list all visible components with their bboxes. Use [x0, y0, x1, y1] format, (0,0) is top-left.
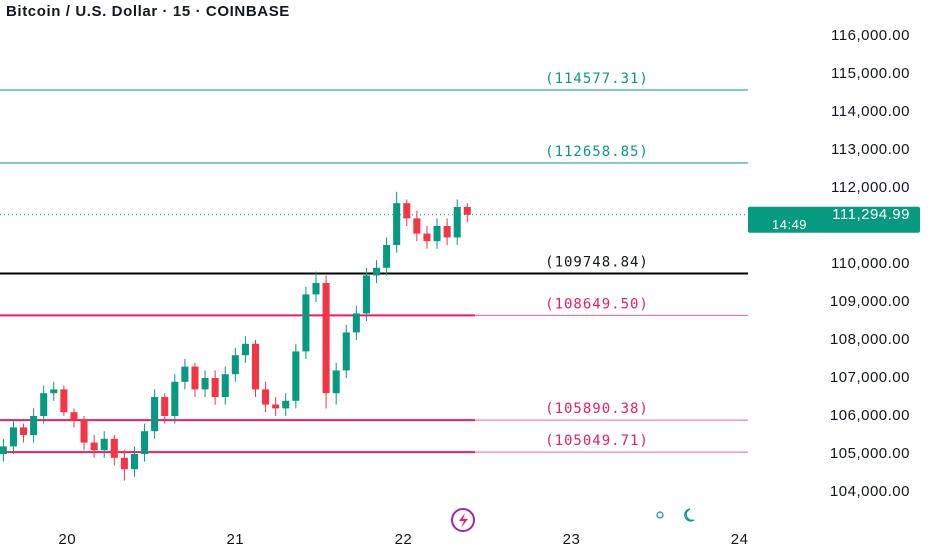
- candle-body: [70, 412, 78, 420]
- candle-body: [372, 267, 381, 276]
- logo-bolt: [459, 513, 468, 528]
- candle-body: [181, 366, 189, 382]
- x-tick-label: 22: [395, 531, 413, 548]
- x-tick-label: 21: [226, 531, 244, 548]
- level-label: (105049.71): [545, 433, 649, 449]
- y-tick-label: 110,000.00: [831, 255, 910, 272]
- candle-body: [130, 454, 139, 470]
- candle-body: [9, 427, 17, 447]
- y-tick-label: 107,000.00: [830, 369, 910, 386]
- logo-icon: [451, 508, 475, 532]
- candle-body: [251, 343, 260, 390]
- price-tag: [748, 206, 920, 233]
- current-price-label: 111,294.99: [832, 206, 910, 223]
- y-tick-label: 108,000.00: [830, 331, 910, 348]
- y-tick-label: 106,000.00: [830, 407, 910, 424]
- level-label: (109748.84): [545, 255, 649, 271]
- candle-body: [322, 283, 330, 394]
- y-tick-label: 104,000.00: [830, 483, 910, 500]
- level-label: (114577.31): [545, 71, 649, 87]
- level: (112658.85): [0, 144, 748, 164]
- candle-body: [231, 355, 239, 375]
- theme-icons: [451, 508, 695, 532]
- candle-body: [342, 332, 350, 371]
- candle-body: [352, 313, 360, 333]
- candle-body: [0, 446, 7, 454]
- candle-body: [141, 431, 149, 454]
- candle-body: [110, 438, 118, 458]
- candle-body: [423, 233, 431, 242]
- x-tick-label: 20: [58, 531, 76, 548]
- level: (105890.38): [0, 401, 748, 422]
- candle-body: [362, 275, 370, 314]
- moon-icon[interactable]: [684, 508, 695, 522]
- candle-body: [80, 419, 88, 443]
- level-label: (108649.50): [545, 296, 649, 312]
- candle-body: [20, 427, 28, 435]
- candle-body: [120, 457, 128, 470]
- level: (109748.84): [0, 255, 748, 275]
- y-tick-label: 115,000.00: [831, 65, 910, 82]
- candle-body: [332, 370, 340, 394]
- candle-body: [443, 226, 451, 238]
- sun-icon[interactable]: [656, 511, 664, 519]
- x-tick-label: 24: [731, 531, 749, 548]
- candle-body: [272, 404, 280, 409]
- candle-body: [413, 218, 421, 234]
- candle-body: [100, 438, 108, 451]
- candle-body: [161, 397, 169, 416]
- candle-body: [262, 389, 270, 405]
- y-tick-label: 116,000.00: [831, 27, 910, 44]
- countdown: 14:49: [772, 217, 807, 232]
- level-label: (105890.38): [545, 401, 649, 417]
- candle-body: [403, 203, 411, 219]
- candle-body: [60, 389, 68, 413]
- level-label: (112658.85): [545, 144, 649, 160]
- candle-body: [302, 294, 310, 352]
- candle-body: [383, 245, 391, 268]
- candle-body: [292, 351, 300, 401]
- candle-body: [151, 397, 159, 432]
- candle-body: [433, 226, 441, 242]
- y-tick-label: 112,000.00: [831, 179, 910, 196]
- candle-body: [282, 400, 290, 409]
- candle-body: [30, 416, 38, 435]
- candle-body: [191, 366, 199, 390]
- candle-body: [221, 374, 229, 397]
- level: (114577.31): [0, 71, 748, 91]
- y-tick-label: 113,000.00: [831, 141, 910, 158]
- chart-title: Bitcoin / U.S. Dollar · 15 · COINBASE: [6, 3, 290, 20]
- level: (105049.71): [0, 433, 748, 454]
- candle-body: [201, 378, 209, 390]
- x-tick-label: 23: [563, 531, 581, 548]
- y-tick-label: 109,000.00: [830, 293, 910, 310]
- candle-body: [453, 207, 461, 238]
- candle-body: [171, 381, 179, 416]
- candle-body: [463, 207, 471, 215]
- candle-body: [50, 389, 58, 394]
- y-tick-label: 114,000.00: [831, 103, 910, 120]
- level: (108649.50): [0, 296, 748, 317]
- y-tick-label: 105,000.00: [830, 445, 910, 462]
- candle-body: [393, 203, 401, 245]
- candle-body: [241, 343, 249, 356]
- candle-body: [40, 393, 48, 416]
- candle-body: [90, 442, 98, 451]
- candle-body: [211, 378, 219, 397]
- candle-body: [312, 283, 320, 295]
